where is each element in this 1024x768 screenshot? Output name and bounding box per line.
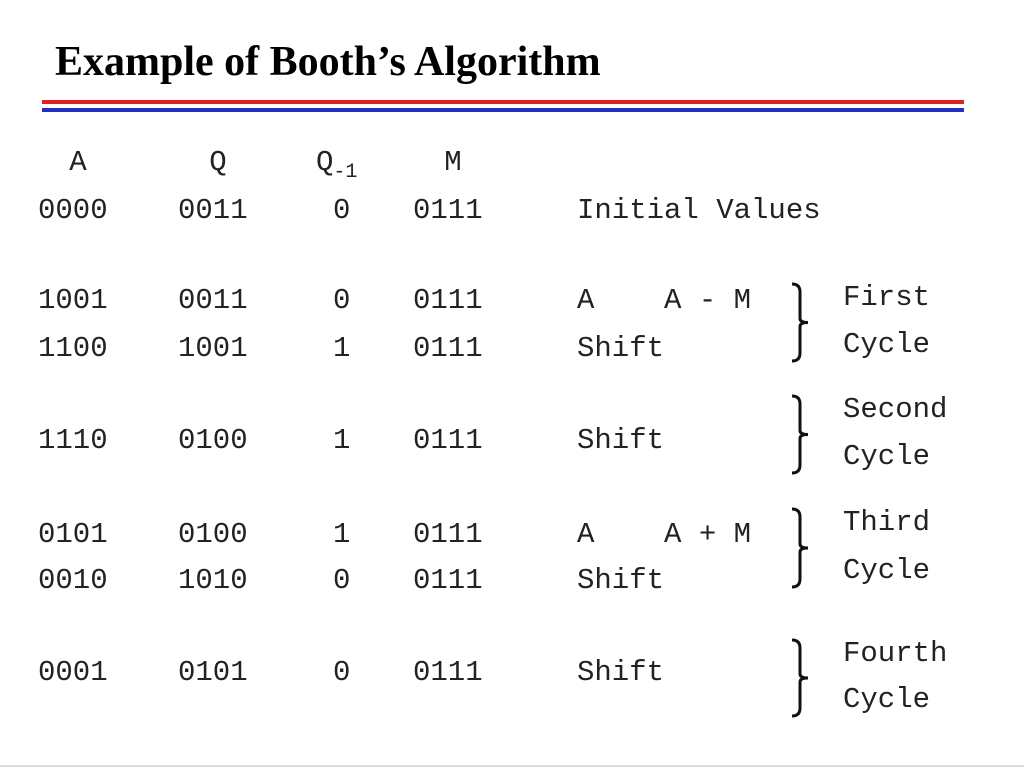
column-header: Q — [209, 146, 227, 179]
cell: 0101 — [178, 656, 248, 689]
brace — [791, 638, 809, 718]
cell: 1001 — [178, 332, 248, 365]
cell: 0111 — [413, 518, 483, 551]
cell: 0 — [333, 656, 351, 689]
cell: 0011 — [178, 284, 248, 317]
cell: 0000 — [38, 194, 108, 227]
cell: 0001 — [38, 656, 108, 689]
cell: 1110 — [38, 424, 108, 457]
cell: 0111 — [413, 332, 483, 365]
brace — [791, 282, 809, 363]
cell: 1100 — [38, 332, 108, 365]
cell: 1001 — [38, 284, 108, 317]
cell: 0 — [333, 284, 351, 317]
cell: 0111 — [413, 656, 483, 689]
operation: Initial Values — [577, 194, 821, 227]
cell: 0 — [333, 194, 351, 227]
operation: Shift — [577, 424, 665, 457]
column-header: Q-1 — [316, 146, 358, 184]
cell: 0111 — [413, 194, 483, 227]
cell: 0 — [333, 564, 351, 597]
cycle-label: Fourth — [843, 637, 948, 670]
cycle-label: Cycle — [843, 440, 931, 473]
cycle-label: Cycle — [843, 554, 931, 587]
column-header: A — [69, 146, 87, 179]
operation: A A + M — [577, 518, 752, 551]
subscript: -1 — [333, 160, 358, 184]
operation: Shift — [577, 332, 665, 365]
column-header: M — [444, 146, 462, 179]
operation: A A - M — [577, 284, 752, 317]
brace — [791, 507, 809, 589]
cell: 1010 — [178, 564, 248, 597]
cell: 0111 — [413, 424, 483, 457]
cell: 1 — [333, 518, 351, 551]
cell: 0010 — [38, 564, 108, 597]
slide-title: Example of Booth’s Algorithm — [55, 39, 601, 85]
operation: Shift — [577, 564, 665, 597]
cycle-label: Cycle — [843, 683, 931, 716]
cycle-label: Second — [843, 393, 948, 426]
cycle-label: First — [843, 281, 931, 314]
cell: 1 — [333, 424, 351, 457]
cycle-label: Third — [843, 506, 931, 539]
cell: 1 — [333, 332, 351, 365]
cell: 0100 — [178, 518, 248, 551]
cell: 0100 — [178, 424, 248, 457]
operation: Shift — [577, 656, 665, 689]
cycle-label: Cycle — [843, 328, 931, 361]
cell: 0111 — [413, 564, 483, 597]
cell: 0111 — [413, 284, 483, 317]
brace — [791, 394, 809, 475]
cell: 0101 — [38, 518, 108, 551]
cell: 0011 — [178, 194, 248, 227]
